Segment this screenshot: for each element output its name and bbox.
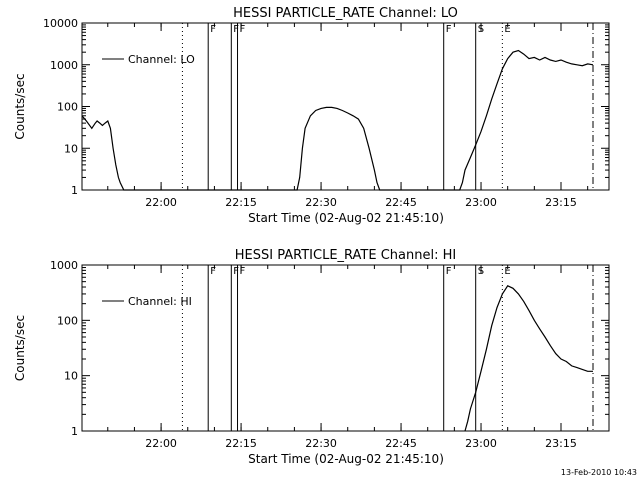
x-tick-label: 23:15 bbox=[545, 437, 577, 450]
series-line bbox=[464, 285, 593, 432]
flag-label: E bbox=[504, 266, 510, 277]
flag-label: F bbox=[446, 24, 452, 35]
x-tick-label: 23:15 bbox=[545, 196, 577, 209]
flag-label: F bbox=[240, 266, 246, 277]
flag-label: E bbox=[504, 24, 510, 35]
y-axis-label: Counts/sec bbox=[13, 73, 27, 139]
flag-label: F bbox=[210, 266, 216, 277]
x-tick-label: 22:00 bbox=[145, 196, 177, 209]
panel-lo: HESSI PARTICLE_RATE Channel: LO Counts/se… bbox=[13, 6, 610, 225]
y-tick-label: 100 bbox=[57, 101, 78, 114]
flag-label: F bbox=[233, 24, 239, 35]
x-tick-label: 22:00 bbox=[145, 437, 177, 450]
x-tick-label: 22:30 bbox=[305, 437, 337, 450]
x-tick-label: 22:15 bbox=[225, 437, 257, 450]
x-tick-label: 22:15 bbox=[225, 196, 257, 209]
y-tick-label: 1000 bbox=[50, 59, 78, 72]
y-tick-label: 10 bbox=[64, 142, 78, 155]
y-tick-label: 10 bbox=[64, 370, 78, 383]
series-line bbox=[81, 49, 594, 191]
x-tick-label: 22:45 bbox=[385, 437, 417, 450]
plot-frame bbox=[81, 264, 610, 432]
y-axis-label: Counts/sec bbox=[13, 315, 27, 381]
y-tick-label: 1 bbox=[71, 425, 78, 438]
x-axis-label: Start Time (02-Aug-02 21:45:10) bbox=[248, 452, 444, 466]
legend-label: Channel: LO bbox=[128, 53, 195, 66]
plot-frame bbox=[81, 22, 610, 191]
flag-label: F bbox=[233, 266, 239, 277]
y-tick-label: 100 bbox=[57, 314, 78, 327]
y-tick-label: 1 bbox=[71, 184, 78, 197]
y-tick-label: 1000 bbox=[50, 259, 78, 272]
x-tick-label: 23:00 bbox=[465, 437, 497, 450]
panel-hi: HESSI PARTICLE_RATE Channel: HI Counts/se… bbox=[13, 248, 610, 466]
chart-title: HESSI PARTICLE_RATE Channel: LO bbox=[233, 6, 458, 21]
flag-label: F bbox=[240, 24, 246, 35]
legend-label: Channel: HI bbox=[128, 295, 192, 308]
flag-label: F bbox=[210, 24, 216, 35]
chart-title: HESSI PARTICLE_RATE Channel: HI bbox=[235, 248, 456, 263]
flag-label: S bbox=[478, 24, 484, 35]
flag-label: F bbox=[446, 266, 452, 277]
x-tick-label: 23:00 bbox=[465, 196, 497, 209]
y-tick-label: 10000 bbox=[43, 17, 78, 30]
x-tick-label: 22:45 bbox=[385, 196, 417, 209]
x-tick-label: 22:30 bbox=[305, 196, 337, 209]
x-axis-label: Start Time (02-Aug-02 21:45:10) bbox=[248, 211, 444, 225]
flag-label: S bbox=[478, 266, 484, 277]
footer-timestamp: 13-Feb-2010 10:43 bbox=[561, 468, 637, 477]
